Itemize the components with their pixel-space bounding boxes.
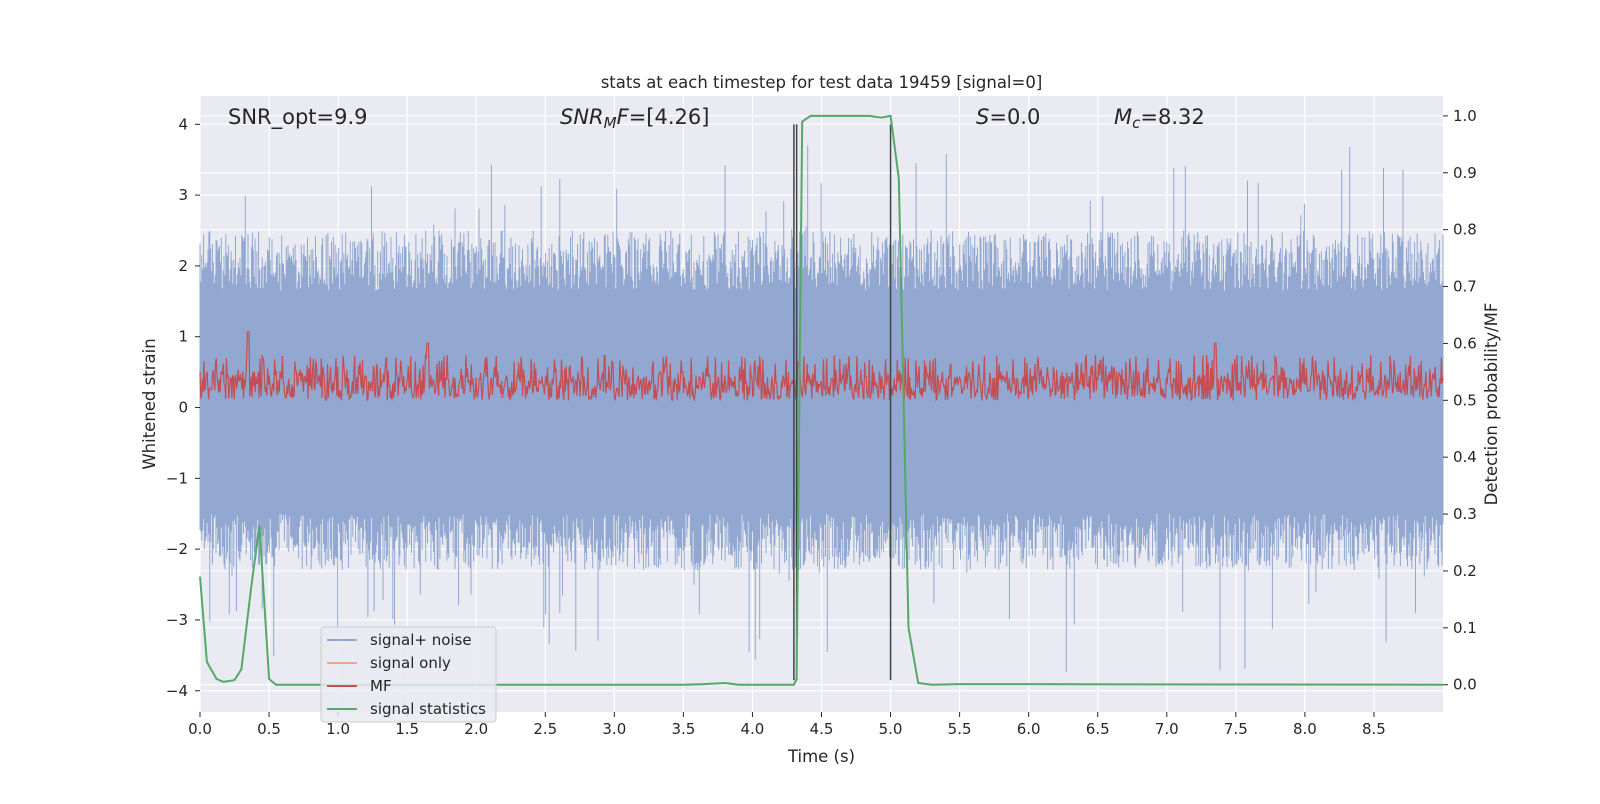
y-tick-label: −4 <box>166 682 188 700</box>
mc-sub: c <box>1132 114 1141 132</box>
x-tick-label: 5.5 <box>948 720 972 738</box>
y2-axis-label: Detection probability/MF <box>1482 303 1501 506</box>
signal-statistics-line <box>199 114 1444 686</box>
x-tick-label: 3.5 <box>671 720 695 738</box>
y2-tick-label: 0.3 <box>1453 505 1477 523</box>
y-tick-label: −2 <box>166 540 188 558</box>
x-tick-label: 6.5 <box>1086 720 1110 738</box>
mc-main: M <box>1114 105 1132 129</box>
annotation-snr-mf: SNRMF=[4.26] <box>560 105 709 132</box>
snr-mf-main: SNR <box>560 105 604 129</box>
series-signal-statistics <box>199 114 1444 686</box>
snr-mf-value: =[4.26] <box>629 105 710 129</box>
legend-label-signal-noise: signal+ noise <box>370 631 472 649</box>
y2-tick-label: 0.6 <box>1453 334 1477 352</box>
x-tick-label: 4.5 <box>810 720 834 738</box>
y2-tick-label: 0.1 <box>1453 619 1477 637</box>
legend: signal+ noise signal only MF signal stat… <box>320 626 497 723</box>
y-tick-label: 1 <box>178 328 188 346</box>
y2-tick-label: 0.8 <box>1453 221 1477 239</box>
x-tick-label: 1.0 <box>326 720 350 738</box>
annotation-mc: Mc=8.32 <box>1114 105 1205 132</box>
mc-value: =8.32 <box>1140 105 1204 129</box>
x-tick-label: 2.5 <box>533 720 557 738</box>
x-tick-label: 8.5 <box>1362 720 1386 738</box>
legend-label-signal-only: signal only <box>370 654 451 672</box>
mf-trace <box>199 331 1444 402</box>
s-main: S <box>976 105 989 129</box>
series-mf <box>199 331 1444 402</box>
chart-title: stats at each timestep for test data 194… <box>601 73 1043 92</box>
y-tick-label: −3 <box>166 611 188 629</box>
x-tick-label: 3.0 <box>602 720 626 738</box>
x-tick-label: 8.0 <box>1293 720 1317 738</box>
x-tick-label: 0.0 <box>188 720 212 738</box>
legend-box <box>320 626 497 723</box>
annotation-s: S=0.0 <box>976 105 1040 129</box>
y-tick-label: 0 <box>178 399 188 417</box>
series-signal-noise <box>199 145 1444 672</box>
snr-mf-sub: M <box>604 114 617 132</box>
y-tick-label: 2 <box>178 257 188 275</box>
y2-tick-label: 0.2 <box>1453 562 1477 580</box>
y2-tick-label: 0.5 <box>1453 391 1477 409</box>
y2-tick-label: 0.0 <box>1453 676 1477 694</box>
y-tick-label: 3 <box>178 186 188 204</box>
x-tick-label: 7.0 <box>1155 720 1179 738</box>
x-tick-label: 6.0 <box>1017 720 1041 738</box>
x-tick-label: 1.5 <box>395 720 419 738</box>
y-tick-label: 4 <box>178 115 188 133</box>
y-tick-label: −1 <box>166 469 188 487</box>
x-tick-label: 4.0 <box>741 720 765 738</box>
x-tick-label: 7.5 <box>1224 720 1248 738</box>
y2-tick-label: 0.4 <box>1453 448 1477 466</box>
y2-tick-label: 1.0 <box>1453 107 1477 125</box>
x-tick-label: 2.0 <box>464 720 488 738</box>
y2-tick-label: 0.9 <box>1453 164 1477 182</box>
x-tick-label: 0.5 <box>257 720 281 738</box>
x-axis-label: Time (s) <box>787 747 855 766</box>
y2-tick-label: 0.7 <box>1453 278 1477 296</box>
legend-label-mf: MF <box>370 677 392 695</box>
s-value: =0.0 <box>989 105 1040 129</box>
y-axis-label: Whitened strain <box>140 338 159 469</box>
snr-mf-rest: F <box>617 105 630 129</box>
ticks: 0.0 0.5 1.0 1.5 2.0 2.5 3.0 3.5 4.0 4.5 5.0 5.5 6.0 6… <box>166 107 1477 738</box>
annotation-snr-opt: SNR_opt=9.9 <box>228 105 368 130</box>
x-tick-label: 5.0 <box>879 720 903 738</box>
legend-label-signal-statistics: signal statistics <box>370 700 486 718</box>
